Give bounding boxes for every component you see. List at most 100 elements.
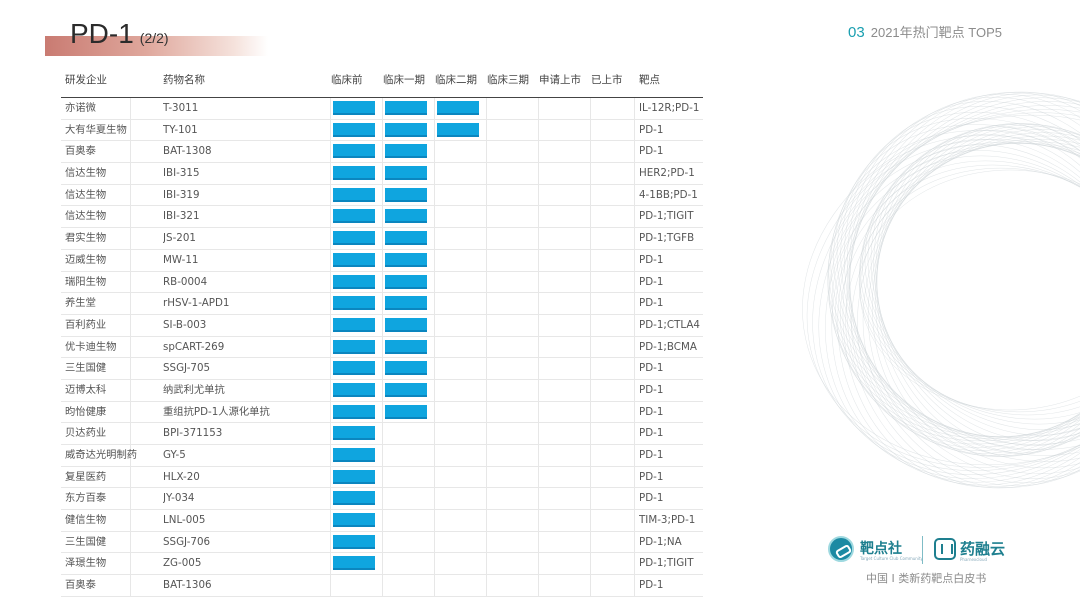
column-divider <box>590 184 591 206</box>
drug-cell: IBI-321 <box>163 210 200 223</box>
column-divider <box>634 293 635 314</box>
column-divider <box>434 531 435 553</box>
drug-cell: BAT-1308 <box>163 145 212 158</box>
target-cell: PD-1 <box>639 275 664 288</box>
column-divider <box>538 206 539 228</box>
column-divider <box>130 488 131 510</box>
stage-bar <box>333 144 375 159</box>
column-divider <box>634 163 635 184</box>
column-divider <box>538 163 539 184</box>
drug-cell: HLX-20 <box>163 470 200 483</box>
column-divider <box>130 206 131 228</box>
drug-cell: SSGJ-706 <box>163 535 211 548</box>
stage-bar <box>385 231 427 246</box>
stage-bar <box>333 166 375 181</box>
column-divider <box>486 184 487 206</box>
drug-cell: BPI-371153 <box>163 427 223 440</box>
stage-bar <box>333 556 375 571</box>
stage-bar <box>385 339 427 354</box>
column-divider <box>634 141 635 163</box>
column-divider <box>330 184 331 206</box>
header-nda: 申请上市 <box>539 74 581 86</box>
column-divider <box>634 401 635 423</box>
drug-cell: ZG-005 <box>163 557 202 570</box>
column-divider <box>382 141 383 163</box>
column-divider <box>538 184 539 206</box>
badian-logo-subtext: Target Culture Club Community <box>860 556 923 561</box>
column-divider <box>330 445 331 466</box>
column-divider <box>130 119 131 141</box>
drug-cell: JY-034 <box>163 492 195 505</box>
column-divider <box>434 575 435 596</box>
column-divider <box>130 141 131 163</box>
company-cell: 东方百泰 <box>65 492 107 505</box>
stage-bar <box>333 209 375 224</box>
column-divider <box>634 379 635 401</box>
column-divider <box>538 423 539 444</box>
target-cell: PD-1 <box>639 297 664 310</box>
table-row: 养生堂 rHSV-1-APD1 PD-1 <box>61 293 703 315</box>
column-divider <box>538 379 539 401</box>
table-row: 迈威生物 MW-11 PD-1 <box>61 249 703 272</box>
column-divider <box>590 98 591 119</box>
stage-bar <box>333 339 375 354</box>
stage-bar <box>333 187 375 202</box>
column-divider <box>634 206 635 228</box>
column-divider <box>486 293 487 314</box>
drug-cell: BAT-1306 <box>163 579 212 592</box>
column-divider <box>538 401 539 423</box>
column-divider <box>434 553 435 575</box>
column-divider <box>486 228 487 249</box>
column-divider <box>634 271 635 293</box>
footer-book-title: 中国 I 类新药靶点白皮书 <box>866 572 987 585</box>
stage-bar <box>333 317 375 332</box>
table-row: 信达生物 IBI-319 4-1BB;PD-1 <box>61 184 703 207</box>
drug-cell: MW-11 <box>163 253 199 266</box>
target-cell: PD-1;TIGIT <box>639 557 694 570</box>
section-heading: 03 2021年热门靶点 TOP5 <box>848 22 1002 41</box>
stage-bar <box>333 252 375 267</box>
target-cell: PD-1 <box>639 253 664 266</box>
column-divider <box>634 510 635 531</box>
column-divider <box>434 141 435 163</box>
column-divider <box>330 119 331 141</box>
column-divider <box>382 575 383 596</box>
column-divider <box>330 423 331 444</box>
column-divider <box>330 488 331 510</box>
column-divider <box>634 358 635 379</box>
column-divider <box>382 293 383 314</box>
table-row: 百奥泰 BAT-1308 PD-1 <box>61 141 703 164</box>
stage-bar <box>333 296 375 311</box>
column-divider <box>130 271 131 293</box>
target-cell: PD-1;NA <box>639 535 682 548</box>
column-divider <box>330 293 331 314</box>
target-cell: HER2;PD-1 <box>639 167 695 180</box>
column-divider <box>382 228 383 249</box>
header-target: 靶点 <box>639 74 660 86</box>
column-divider <box>382 249 383 271</box>
stage-bar <box>333 534 375 549</box>
drug-cell: RB-0004 <box>163 275 208 288</box>
column-divider <box>634 228 635 249</box>
yaorongyun-logo-subtext: Pharnexcloud <box>960 557 988 562</box>
company-cell: 百奥泰 <box>65 579 96 592</box>
column-divider <box>330 510 331 531</box>
column-divider <box>486 119 487 141</box>
table-row: 威奇达光明制药 GY-5 PD-1 <box>61 445 703 467</box>
company-cell: 迈威生物 <box>65 253 107 266</box>
company-cell: 君实生物 <box>65 232 107 245</box>
column-divider <box>590 445 591 466</box>
column-divider <box>486 510 487 531</box>
header-phase3: 临床三期 <box>487 74 529 86</box>
table-row: 大有华夏生物 TY-101 PD-1 <box>61 119 703 142</box>
column-divider <box>634 553 635 575</box>
column-divider <box>590 293 591 314</box>
table-row: 泽璟生物 ZG-005 PD-1;TIGIT <box>61 553 703 576</box>
company-cell: 养生堂 <box>65 297 96 310</box>
target-cell: PD-1 <box>639 579 664 592</box>
target-cell: PD-1 <box>639 145 664 158</box>
column-divider <box>434 401 435 423</box>
column-divider <box>130 358 131 379</box>
swirl-center <box>898 178 1080 402</box>
table-row: 复星医药 HLX-20 PD-1 <box>61 466 703 489</box>
